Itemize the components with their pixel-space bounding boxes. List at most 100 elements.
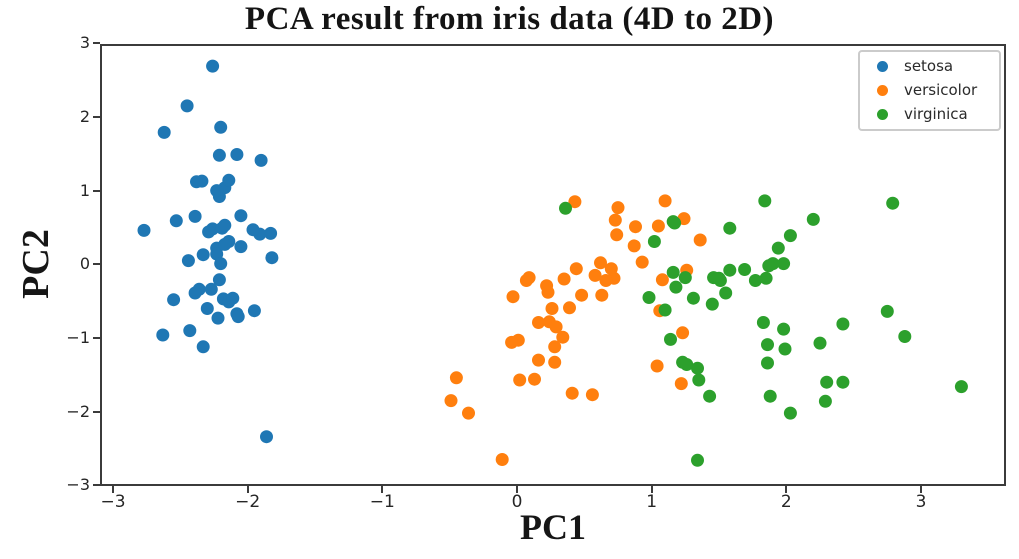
data-point-virginica bbox=[703, 389, 717, 403]
data-point-versicolor bbox=[629, 220, 642, 234]
data-point-setosa bbox=[234, 209, 248, 223]
data-point-virginica bbox=[678, 271, 692, 285]
data-point-virginica bbox=[777, 322, 791, 336]
data-point-setosa bbox=[212, 148, 226, 162]
data-point-setosa bbox=[210, 184, 224, 198]
x-tick-label: −2 bbox=[235, 492, 261, 512]
data-point-virginica bbox=[692, 373, 706, 387]
data-point-virginica bbox=[818, 394, 832, 408]
data-point-versicolor bbox=[528, 372, 541, 386]
x-tick-mark bbox=[785, 486, 788, 493]
x-tick-label: 0 bbox=[511, 492, 523, 512]
data-point-setosa bbox=[231, 310, 245, 324]
data-point-virginica bbox=[723, 221, 737, 235]
data-point-virginica bbox=[777, 257, 791, 271]
scatter-points-layer bbox=[137, 59, 968, 467]
legend-entry-virginica: virginica bbox=[860, 102, 999, 126]
data-point-virginica bbox=[783, 406, 797, 420]
data-point-setosa bbox=[212, 273, 226, 287]
data-point-versicolor bbox=[650, 359, 664, 373]
data-point-versicolor bbox=[462, 406, 475, 420]
data-point-setosa bbox=[264, 226, 278, 240]
data-point-versicolor bbox=[611, 201, 625, 215]
data-point-setosa bbox=[218, 218, 232, 232]
data-point-versicolor bbox=[568, 195, 582, 209]
data-point-versicolor bbox=[505, 335, 519, 349]
data-point-virginica bbox=[836, 317, 850, 331]
data-point-virginica bbox=[778, 342, 792, 356]
data-point-setosa bbox=[156, 328, 170, 342]
y-tick-label: 2 bbox=[79, 106, 90, 126]
y-tick-label: −3 bbox=[66, 475, 90, 495]
x-tick-label: −3 bbox=[100, 492, 126, 512]
legend-label-setosa: setosa bbox=[904, 57, 954, 76]
data-point-virginica bbox=[759, 271, 773, 285]
data-point-virginica bbox=[954, 380, 968, 394]
data-point-versicolor bbox=[610, 228, 624, 242]
data-point-virginica bbox=[761, 338, 774, 352]
data-point-versicolor bbox=[522, 271, 536, 285]
data-point-virginica bbox=[691, 453, 704, 467]
data-point-virginica bbox=[758, 194, 772, 208]
data-point-setosa bbox=[254, 153, 268, 167]
data-point-setosa bbox=[230, 148, 244, 161]
data-point-virginica bbox=[723, 263, 737, 277]
x-axis-label: PC1 bbox=[520, 507, 586, 547]
data-point-setosa bbox=[265, 251, 279, 265]
x-tick-label: −1 bbox=[369, 492, 395, 512]
data-point-versicolor bbox=[655, 273, 669, 287]
data-point-virginica bbox=[666, 265, 680, 279]
data-point-setosa bbox=[137, 223, 151, 237]
data-point-versicolor bbox=[532, 316, 545, 329]
data-point-versicolor bbox=[608, 213, 622, 227]
data-point-versicolor bbox=[495, 453, 509, 466]
data-point-virginica bbox=[886, 196, 900, 210]
y-tick-mark bbox=[93, 263, 100, 266]
data-point-versicolor bbox=[693, 233, 707, 247]
data-point-versicolor bbox=[575, 288, 589, 302]
x-tick-mark bbox=[920, 486, 922, 493]
y-tick-mark bbox=[93, 336, 100, 339]
data-point-virginica bbox=[813, 336, 827, 350]
data-point-versicolor bbox=[658, 194, 672, 208]
y-tick-label: 0 bbox=[79, 254, 90, 274]
plot-area bbox=[100, 44, 1006, 486]
legend: setosa versicolor virginica bbox=[858, 50, 1001, 131]
data-point-versicolor bbox=[604, 262, 618, 276]
data-point-setosa bbox=[181, 254, 195, 268]
y-tick-mark bbox=[93, 484, 100, 487]
data-point-versicolor bbox=[594, 256, 607, 270]
data-point-virginica bbox=[748, 274, 762, 287]
data-point-versicolor bbox=[557, 272, 571, 286]
data-point-versicolor bbox=[651, 219, 665, 233]
data-point-setosa bbox=[196, 248, 210, 262]
data-point-virginica bbox=[820, 375, 834, 389]
data-point-setosa bbox=[169, 214, 183, 228]
data-point-virginica bbox=[762, 259, 776, 273]
data-point-virginica bbox=[806, 212, 820, 226]
data-point-setosa bbox=[214, 120, 228, 134]
data-point-virginica bbox=[658, 303, 672, 317]
data-point-virginica bbox=[712, 271, 726, 285]
data-point-versicolor bbox=[563, 301, 576, 315]
legend-label-virginica: virginica bbox=[904, 104, 968, 123]
data-point-versicolor bbox=[635, 255, 649, 269]
data-point-setosa bbox=[204, 282, 218, 296]
virginica-marker-icon bbox=[877, 108, 888, 120]
data-point-setosa bbox=[211, 311, 225, 325]
data-point-virginica bbox=[669, 280, 683, 294]
y-axis-label: PC2 bbox=[15, 229, 57, 299]
data-point-setosa bbox=[188, 209, 202, 223]
data-point-virginica bbox=[686, 291, 700, 305]
data-point-virginica bbox=[756, 316, 770, 329]
data-point-virginica bbox=[738, 263, 752, 276]
data-point-setosa bbox=[260, 430, 273, 444]
data-point-versicolor bbox=[627, 239, 641, 253]
data-point-versicolor bbox=[548, 355, 562, 369]
versicolor-marker-icon bbox=[877, 85, 888, 96]
data-point-setosa bbox=[247, 304, 261, 318]
x-tick-mark bbox=[381, 486, 384, 493]
data-point-setosa bbox=[190, 175, 203, 189]
data-point-virginica bbox=[763, 389, 777, 403]
